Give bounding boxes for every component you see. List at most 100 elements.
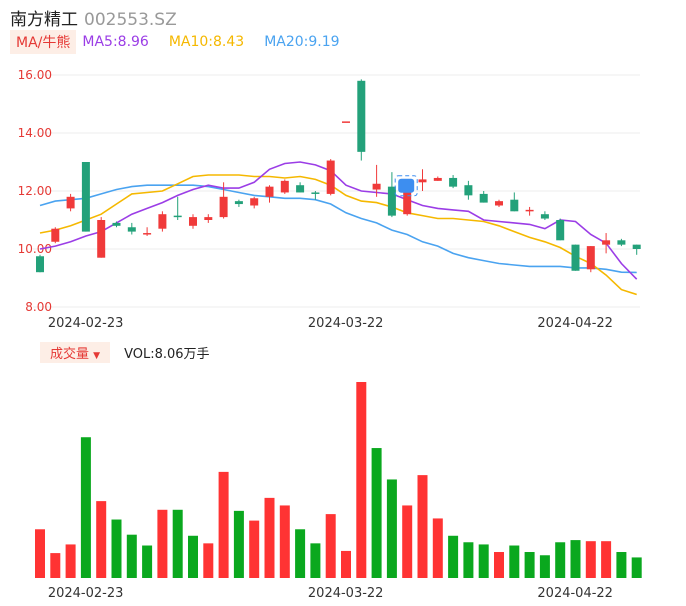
volume-bar [463, 542, 474, 578]
candle [495, 199, 503, 207]
volume-bar [402, 505, 413, 578]
candles [36, 79, 641, 273]
candle [143, 227, 152, 236]
x-tick-label: 2024-02-23 [48, 316, 124, 331]
candle-body [449, 177, 458, 187]
candle [265, 185, 274, 203]
candle-body [173, 215, 182, 218]
stock-name: 南方精工 [10, 10, 78, 30]
candle-body [127, 227, 136, 232]
candle-body [540, 214, 549, 219]
volume-bar [142, 545, 153, 578]
candle-body [495, 201, 503, 206]
candle [602, 233, 611, 254]
candle [586, 246, 595, 273]
volume-bar [570, 540, 581, 578]
volume-bar [601, 541, 612, 578]
candle [342, 121, 350, 123]
candle [51, 227, 60, 244]
candle [372, 164, 381, 197]
volume-bar [126, 534, 137, 578]
candle [219, 182, 228, 219]
price-grid [33, 74, 640, 308]
volume-bar [539, 555, 550, 578]
volume-bar [448, 535, 459, 578]
ma5-label: MA5:8.96 [82, 34, 149, 50]
marker-icon [398, 178, 415, 193]
candle-body [525, 209, 534, 212]
x-tick-label: 2024-04-22 [537, 316, 613, 331]
candle-body [66, 196, 75, 209]
volume-bar [417, 475, 428, 578]
candle-body [265, 186, 274, 197]
candle [97, 217, 106, 258]
candle-body [418, 179, 427, 183]
volume-bar [264, 497, 275, 578]
volume-date-axis: 2024-02-23 2024-03-22 2024-04-22 [48, 586, 613, 601]
candle-body [296, 185, 305, 193]
candle [387, 172, 396, 218]
chevron-down-icon: ▼ [93, 351, 101, 361]
volume-bar [432, 518, 443, 578]
candle [234, 199, 243, 207]
stock-code: 002553.SZ [84, 10, 177, 30]
candle [158, 211, 167, 232]
candle-body [387, 186, 396, 216]
volume-bar [218, 471, 229, 578]
candle [632, 244, 641, 255]
y-tick-label: 8.00 [25, 300, 52, 314]
volume-value: VOL:8.06万手 [124, 347, 210, 362]
candle-body [433, 177, 442, 181]
candle-body [479, 193, 488, 203]
x-tick-label: 2024-03-22 [308, 316, 384, 331]
ma20-label: MA20:9.19 [264, 34, 340, 50]
volume-toggle-tag[interactable]: 成交量 ▼ [40, 342, 111, 363]
y-tick-label: 16.00 [18, 68, 52, 82]
candle [571, 244, 580, 271]
volume-bar [249, 520, 260, 578]
volume-bar [616, 552, 627, 578]
volume-bar [111, 519, 122, 578]
volume-bar [494, 552, 504, 578]
volume-x-tick-label: 2024-02-23 [48, 586, 124, 601]
candle [326, 159, 335, 196]
candle-body [632, 244, 641, 249]
price-date-axis: 2024-02-23 2024-03-22 2024-04-22 [48, 316, 613, 331]
candle [540, 211, 549, 220]
volume-bar [524, 552, 535, 578]
ma-legend: MA/牛熊 MA5:8.96 MA10:8.43 MA20:9.19 [10, 30, 360, 54]
volume-bar [50, 553, 61, 578]
volume-bar [555, 542, 566, 578]
volume-bar [341, 550, 351, 578]
volume-bar [279, 505, 290, 578]
candle [556, 218, 565, 241]
candle [250, 196, 259, 209]
candle-body [158, 214, 167, 229]
ma-toggle-tag[interactable]: MA/牛熊 [10, 30, 77, 54]
volume-bar [172, 509, 183, 578]
ma10-line [39, 174, 637, 296]
candle-body [189, 217, 197, 226]
candle-body [372, 183, 381, 190]
candle [204, 214, 213, 223]
volume-tag-label: 成交量 [50, 347, 90, 362]
volume-bar [356, 382, 367, 578]
ma5-line [39, 161, 638, 280]
candle-body [326, 160, 335, 194]
marker-frame [394, 175, 418, 197]
candle-body [510, 199, 519, 212]
candle-body [250, 198, 259, 206]
candle-body [464, 185, 473, 196]
candle-body [556, 220, 565, 241]
candle-body [403, 182, 412, 215]
volume-legend: 成交量 ▼ VOL:8.06万手 [40, 342, 210, 363]
volume-bar [188, 535, 198, 578]
candle [296, 182, 305, 193]
candle [525, 206, 534, 216]
candle [510, 192, 519, 212]
stock-title: 南方精工 002553.SZ [10, 5, 177, 30]
volume-bars [35, 382, 642, 578]
volume-bar [203, 543, 214, 578]
volume-bar [509, 545, 520, 578]
